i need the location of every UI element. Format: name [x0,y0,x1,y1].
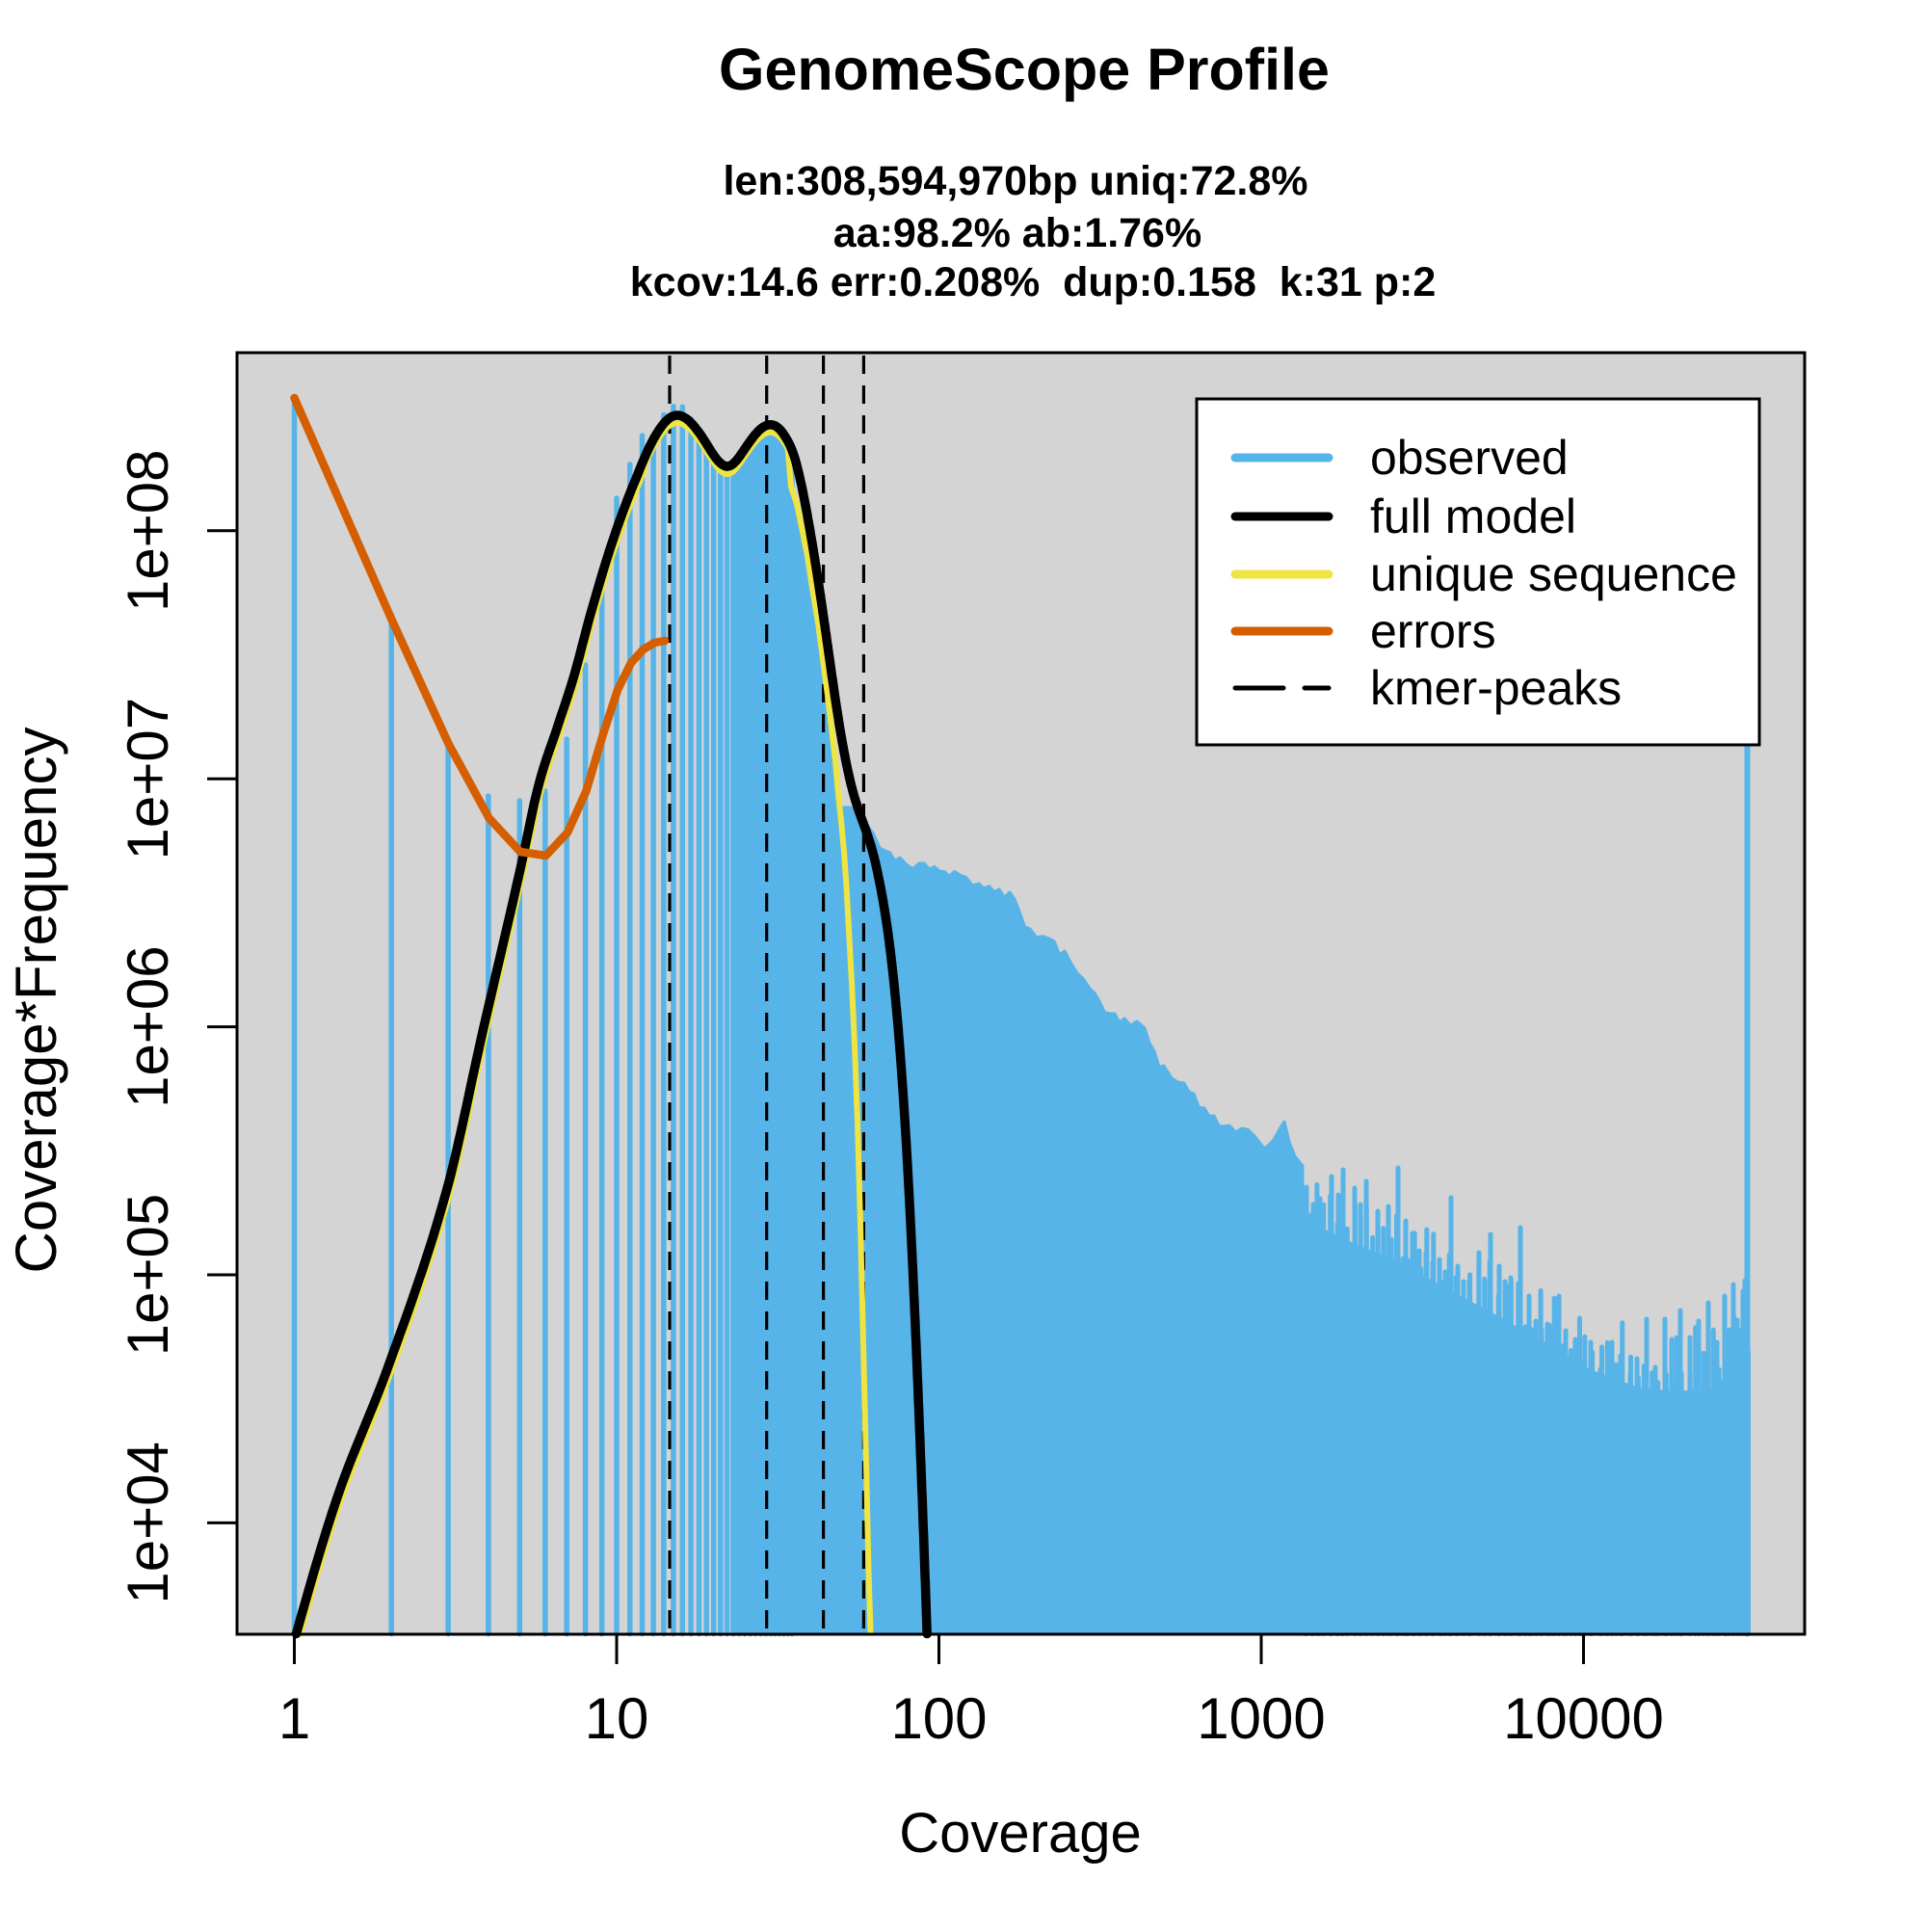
svg-text:1e+07: 1e+07 [116,698,180,860]
svg-text:Coverage*Frequency: Coverage*Frequency [4,728,68,1274]
svg-text:1e+06: 1e+06 [116,945,180,1108]
svg-text:kcov:14.6 err:0.208% dup:0.15: kcov:14.6 err:0.208% dup:0.158 k:31 p:2 [630,259,1437,305]
svg-text:1e+04: 1e+04 [116,1442,180,1604]
svg-text:10000: 10000 [1503,1686,1664,1751]
svg-text:Coverage: Coverage [899,1802,1141,1865]
svg-text:observed: observed [1370,431,1569,485]
svg-text:kmer-peaks: kmer-peaks [1370,661,1622,715]
svg-text:1e+08: 1e+08 [116,450,180,613]
svg-text:10: 10 [585,1686,649,1751]
svg-text:aa:98.2% ab:1.76%: aa:98.2% ab:1.76% [833,210,1201,256]
svg-text:len:308,594,970bp uniq:72.8%: len:308,594,970bp uniq:72.8% [723,158,1307,204]
svg-text:errors: errors [1370,604,1496,658]
svg-text:GenomeScope Profile: GenomeScope Profile [719,37,1330,102]
svg-text:1: 1 [278,1686,310,1751]
svg-text:100: 100 [890,1686,987,1751]
svg-text:full model: full model [1370,490,1576,543]
svg-text:unique sequence: unique sequence [1370,547,1737,601]
svg-text:1e+05: 1e+05 [116,1194,180,1357]
svg-text:1000: 1000 [1197,1686,1325,1751]
